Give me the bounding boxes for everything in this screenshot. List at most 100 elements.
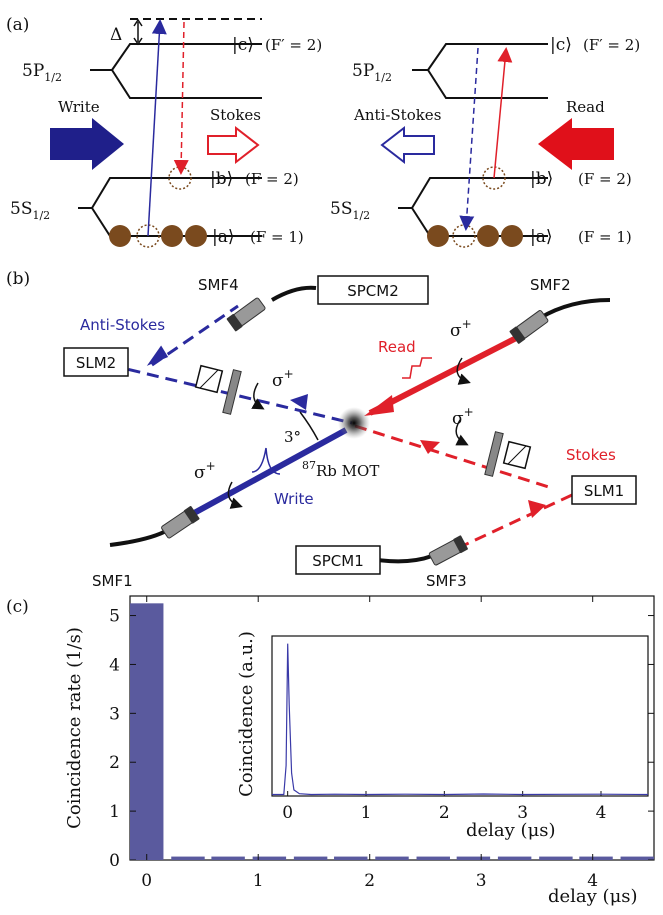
excited-state-label: 5P1/2 [22,61,62,84]
atom-excited [482,166,506,190]
main-y-axis-label: Coincidence rate (1/s) [64,627,85,829]
inset-x-ticks: 0 1 2 3 4 [282,791,606,823]
sigma-arrow-as [251,382,265,410]
b-F-right: (F = 2) [578,170,632,188]
bar [130,603,164,860]
level-scheme-read: 5P1/2 |c⟩ (F′ = 2) 5S1/2 |b⟩ (F = 2) |a⟩… [330,35,640,248]
panel-b: (b) 3° σ+ σ+ σ+ σ+ [6,269,637,590]
sigma-arrow-write [227,481,243,509]
bar [620,856,654,860]
level-b [91,177,262,209]
stokes-label: Stokes [210,106,261,124]
a-F-right: (F = 1) [578,228,632,246]
inset-plot-frame [271,635,649,797]
sigma-label-stokes: σ+ [452,405,474,429]
angle-label: 3° [284,428,301,446]
sigma-label-read: σ+ [450,317,472,341]
smf4-coupler [226,297,266,332]
excited-state-label-right: 5P1/2 [352,61,392,84]
antistokes-arrowhead [146,345,169,366]
y-tick-label: 3 [109,704,120,724]
slm2-label: SLM2 [76,354,116,372]
atom [109,225,131,247]
write-transition [147,19,167,237]
level-excited-lower [111,69,262,99]
delta-label: Δ [110,25,122,45]
stokes-arrowhead [420,440,440,454]
ground-state-label: 5S1/2 [10,199,50,222]
c-F-right: (F′ = 2) [583,36,640,54]
b-ket: |b⟩ [210,169,233,189]
read-transition [493,47,513,179]
antistokes-label: Anti-Stokes [353,106,441,124]
bar [293,856,328,860]
a-ket-right: |a⟩ [530,227,553,247]
slm1-label: SLM1 [584,482,624,500]
bar [416,856,450,860]
atom [427,225,449,247]
waveplate-antistokes [222,369,242,415]
c-F: (F′ = 2) [265,36,322,54]
x-tick-label: 1 [253,871,264,891]
panel-c: (c) Coincidence rate (1/s) delay (μs) 0 1… [6,595,655,907]
inset-series-line [272,643,649,796]
smf3-label: SMF3 [426,572,467,590]
read-beam-arrow [538,118,614,170]
smf1-label: SMF1 [92,572,133,590]
inset-x-tick-label: 4 [596,803,607,823]
y-tick-label: 1 [109,802,120,822]
y-tick-label: 2 [109,753,120,773]
spcm1-box [295,545,381,575]
stokes-arrowhead-2 [528,500,546,518]
main-y-ticks: 0 1 2 3 4 5 [109,607,654,871]
spcm2-label: SPCM2 [347,282,399,300]
bar [579,856,613,860]
level-b-right [411,177,548,209]
x-tick-label: 3 [476,871,487,891]
bar [539,856,573,860]
inset-x-tick-label: 0 [282,803,293,823]
stokes-label-b: Stokes [566,446,616,464]
waveplate-stokes [484,431,504,477]
read-label: Read [566,98,605,116]
atom-empty [136,224,160,248]
smf4-fiber [270,285,317,302]
atom-target [452,224,476,248]
level-c-right [427,43,548,71]
bar [375,856,409,860]
slm2-box [63,347,129,377]
write-beam-arrow [50,118,124,170]
write-label: Write [58,98,100,116]
smf1-coupler [161,506,200,539]
sigma-label-write: σ+ [194,459,216,483]
c-ket-right: |c⟩ [550,35,572,55]
antistokes-label-b: Anti-Stokes [80,316,165,334]
main-bars [130,603,654,860]
smf1-fiber [109,528,169,547]
antistokes-beam-to-smf4 [151,304,239,367]
sigma-arrow-read [456,357,471,385]
atom-target [168,166,192,190]
stokes-beam-path [354,424,553,490]
smf4-label: SMF4 [198,276,239,294]
read-pulse-shape [402,357,432,379]
atom [161,225,183,247]
atom [477,225,499,247]
bar [211,856,245,860]
spcm1-label: SPCM1 [312,552,364,570]
inset-x-tick-label: 3 [517,803,528,823]
read-beam-path [368,330,528,416]
main-x-ticks: 0 1 2 3 4 [141,596,598,891]
stokes-transition [173,21,189,175]
inset-line-chart: Coincidence (a.u.) delay (μs) 0 1 2 3 4 [236,631,649,841]
atom [185,225,207,247]
antistokes-arrowhead-2 [290,394,308,410]
bar [497,856,532,860]
inset-x-tick-label: 1 [361,803,372,823]
ground-state-label-right: 5S1/2 [330,199,370,222]
write-beam-path [183,427,348,521]
panel-a-label: (a) [6,15,29,35]
sigma-arrow-stokes [455,419,469,446]
